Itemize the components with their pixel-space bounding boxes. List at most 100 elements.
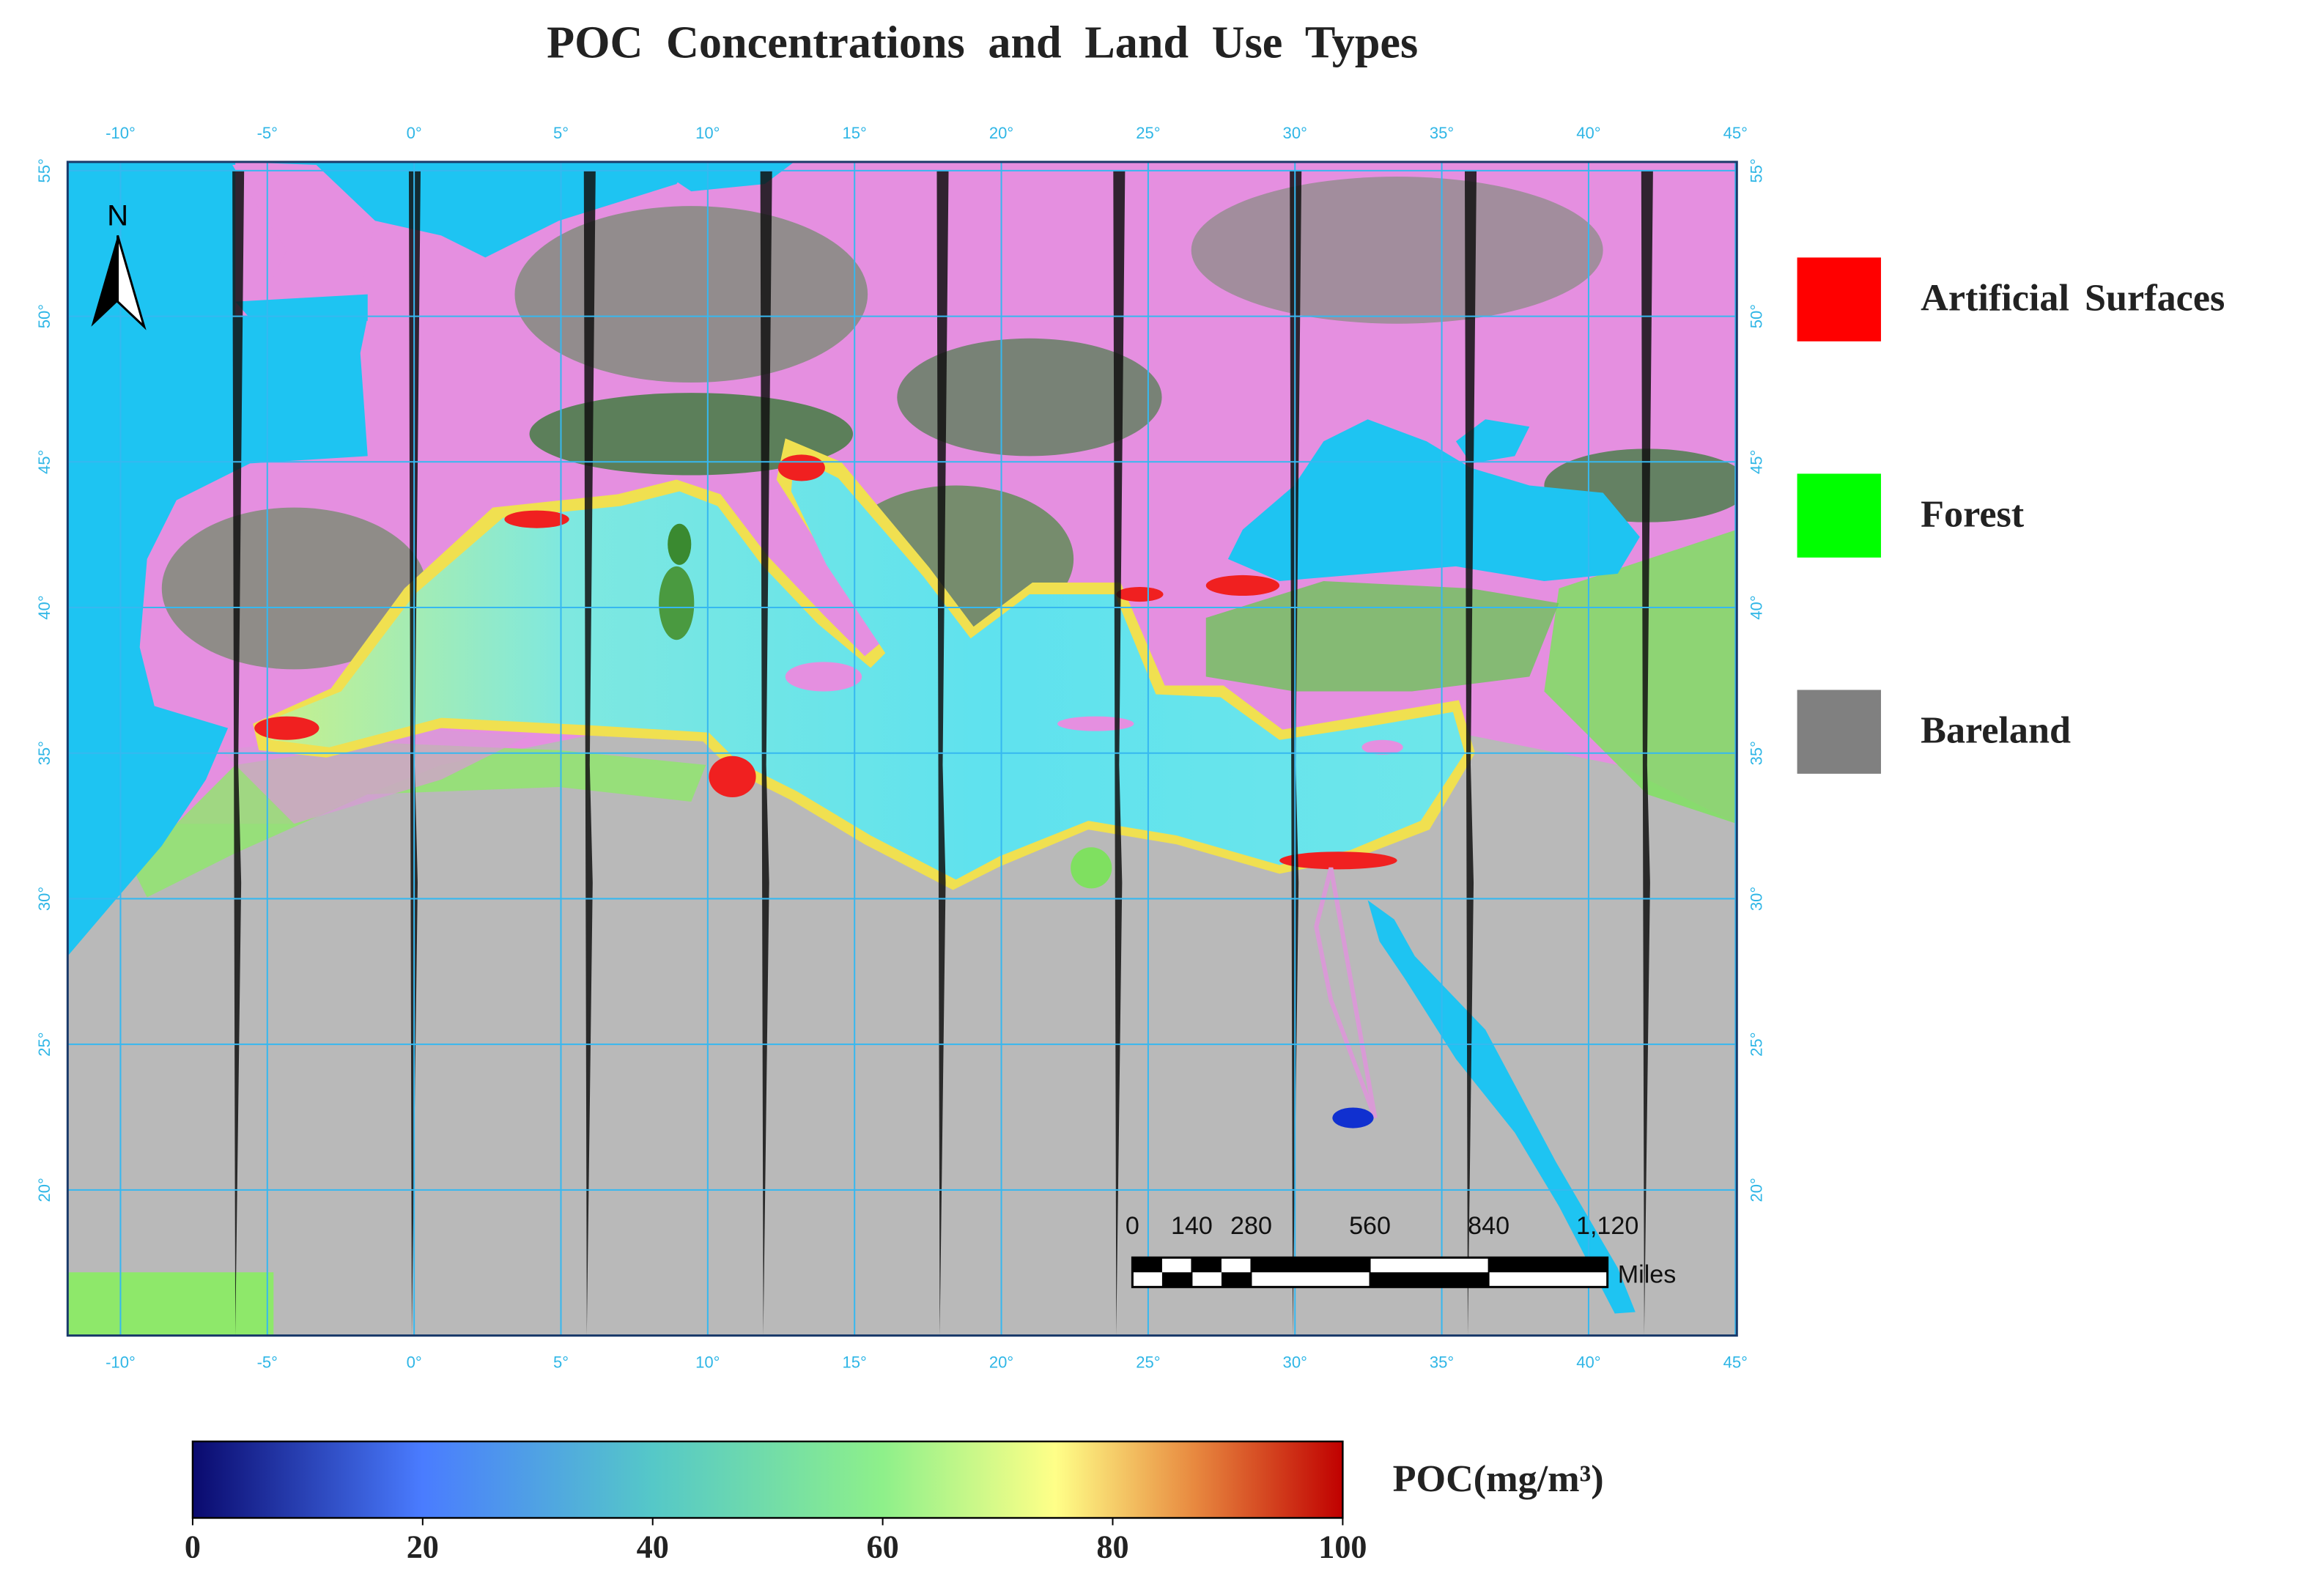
- lon-tick-label: 25°: [1136, 1353, 1160, 1372]
- lake-nasser: [1332, 1107, 1374, 1128]
- colorbar: [191, 1440, 1344, 1519]
- scale-tick-label: 560: [1349, 1212, 1391, 1240]
- lat-tick-label: 25°: [35, 1032, 53, 1056]
- lat-tick-label: 20°: [35, 1178, 53, 1202]
- crete: [1057, 716, 1134, 731]
- coast-red-7: [1279, 851, 1397, 870]
- colorbar-tick-label: 40: [637, 1529, 669, 1565]
- legend-label: Bareland: [1921, 710, 2071, 752]
- red-sea: [1367, 900, 1636, 1314]
- lat-tick-label: 45°: [1747, 450, 1765, 474]
- lon-tick-label: 0°: [407, 124, 422, 142]
- lon-tick-label: -5°: [257, 124, 278, 142]
- legend-label: Forest: [1921, 494, 2025, 536]
- coast-red-2: [254, 716, 319, 740]
- lon-tick-label: 5°: [553, 1353, 569, 1372]
- scale-tick-label: 140: [1171, 1212, 1213, 1240]
- scale-unit: Miles: [1618, 1260, 1677, 1288]
- lon-tick-label: 45°: [1723, 1353, 1748, 1372]
- colorbar-tick-label: 80: [1096, 1529, 1128, 1565]
- north-sea: [235, 161, 692, 258]
- colorbar-label: POC(mg/m³): [1393, 1458, 1604, 1500]
- scale-tick-label: 0: [1126, 1212, 1139, 1240]
- lon-tick-label: 10°: [695, 1353, 720, 1372]
- legend-swatch: [1797, 690, 1881, 774]
- cyprus: [1361, 739, 1403, 755]
- forest-alps: [529, 393, 854, 476]
- lon-tick-label: 35°: [1430, 1353, 1454, 1372]
- baltic-sea: [647, 161, 794, 192]
- mediterranean-sea: [267, 456, 1465, 880]
- east-green: [1544, 529, 1737, 824]
- scale-segment: [1370, 1272, 1489, 1287]
- coast-red-3: [709, 755, 756, 797]
- map-area: [67, 161, 1737, 1336]
- sicily: [785, 662, 862, 692]
- north-label: N: [107, 199, 128, 232]
- corsica: [668, 523, 692, 565]
- lat-tick-label: 30°: [1747, 887, 1765, 911]
- lat-tick-label: 20°: [1747, 1178, 1765, 1202]
- lat-tick-label: 35°: [1747, 741, 1765, 765]
- lat-tick-label: 40°: [1747, 595, 1765, 619]
- libya-green: [1071, 847, 1112, 889]
- lat-tick-label: 25°: [1747, 1032, 1765, 1056]
- legend-swatch: [1797, 257, 1881, 341]
- forest-carpathians: [897, 338, 1162, 457]
- lon-tick-label: 15°: [843, 1353, 867, 1372]
- colorbar-tick-label: 0: [185, 1529, 201, 1565]
- forest-germany: [514, 206, 868, 383]
- coast-red-6: [1116, 586, 1164, 602]
- lon-tick-label: 20°: [989, 124, 1013, 142]
- lon-tick-label: 0°: [407, 1353, 422, 1372]
- lat-tick-label: 55°: [1747, 158, 1765, 182]
- lat-tick-label: 30°: [35, 887, 53, 911]
- lon-tick-label: -5°: [257, 1353, 278, 1372]
- lon-tick-label: -10°: [106, 124, 136, 142]
- black-sea: [1227, 419, 1640, 581]
- scale-tick-label: 280: [1230, 1212, 1272, 1240]
- atlantic-ocean: [67, 161, 368, 956]
- lon-tick-label: 5°: [553, 124, 569, 142]
- lon-tick-label: 30°: [1283, 1353, 1307, 1372]
- scale-segment: [1132, 1257, 1162, 1273]
- lat-tick-label: 40°: [35, 595, 53, 619]
- coast-red-5: [1205, 575, 1280, 596]
- lon-tick-label: 40°: [1576, 1353, 1600, 1372]
- map-overlay: -10° -10° -5° -5° 0° 0° 5° 5° 10° 10° 15° 15° 20° 20°…: [35, 124, 1765, 1372]
- map-frame: [66, 160, 1738, 1337]
- scale-segment: [1191, 1257, 1222, 1273]
- legend-label: Artificial Surfaces: [1921, 278, 2225, 319]
- scale-segment: [1488, 1257, 1608, 1273]
- scale-segment: [1251, 1257, 1370, 1273]
- lon-tick-label: 40°: [1576, 124, 1600, 142]
- forest-russia: [1191, 177, 1603, 324]
- lon-tick-label: -10°: [106, 1353, 136, 1372]
- azov-sea: [1455, 419, 1530, 464]
- lon-tick-label: 20°: [989, 1353, 1013, 1372]
- nile: [1314, 867, 1378, 1119]
- lon-tick-label: 30°: [1283, 124, 1307, 142]
- colorbar-tick-label: 20: [407, 1529, 439, 1565]
- scale-tick-label: 840: [1468, 1212, 1509, 1240]
- colorbar-tick-label: 60: [867, 1529, 899, 1565]
- lon-tick-label: 25°: [1136, 124, 1160, 142]
- sardinia: [659, 566, 695, 640]
- title: POC Concentrations and Land Use Types: [547, 18, 1418, 68]
- lon-tick-label: 10°: [695, 124, 720, 142]
- lat-tick-label: 50°: [1747, 304, 1765, 328]
- north-arrow-right: [117, 234, 147, 330]
- lat-tick-label: 55°: [35, 158, 53, 182]
- scale-segment: [1221, 1272, 1252, 1287]
- channel: [235, 294, 368, 327]
- legend-swatch: [1797, 473, 1881, 558]
- coast-red-4: [777, 454, 825, 481]
- sahel-green: [67, 1272, 274, 1336]
- scale-tick-label: 1,120: [1576, 1212, 1638, 1240]
- lon-tick-label: 35°: [1430, 124, 1454, 142]
- lat-tick-label: 35°: [35, 741, 53, 765]
- coast-red-1: [504, 510, 569, 528]
- scale-segment: [1161, 1272, 1192, 1287]
- lat-tick-label: 45°: [35, 450, 53, 474]
